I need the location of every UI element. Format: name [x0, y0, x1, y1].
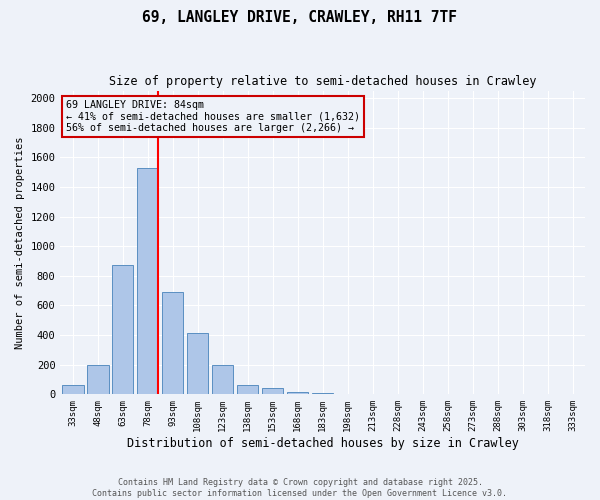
Bar — [112, 264, 133, 394]
Bar — [237, 386, 259, 394]
Text: 69, LANGLEY DRIVE, CRAWLEY, RH11 7TF: 69, LANGLEY DRIVE, CRAWLEY, RH11 7TF — [143, 10, 458, 25]
Bar — [262, 388, 283, 394]
Text: Contains HM Land Registry data © Crown copyright and database right 2025.
Contai: Contains HM Land Registry data © Crown c… — [92, 478, 508, 498]
Text: 69 LANGLEY DRIVE: 84sqm
← 41% of semi-detached houses are smaller (1,632)
56% of: 69 LANGLEY DRIVE: 84sqm ← 41% of semi-de… — [65, 100, 359, 133]
Title: Size of property relative to semi-detached houses in Crawley: Size of property relative to semi-detach… — [109, 75, 536, 88]
Bar — [137, 168, 158, 394]
X-axis label: Distribution of semi-detached houses by size in Crawley: Distribution of semi-detached houses by … — [127, 437, 518, 450]
Bar — [212, 366, 233, 394]
Bar — [162, 292, 184, 394]
Bar — [87, 366, 109, 394]
Bar — [187, 333, 208, 394]
Bar — [62, 384, 83, 394]
Y-axis label: Number of semi-detached properties: Number of semi-detached properties — [15, 136, 25, 348]
Bar — [312, 393, 334, 394]
Bar — [287, 392, 308, 394]
